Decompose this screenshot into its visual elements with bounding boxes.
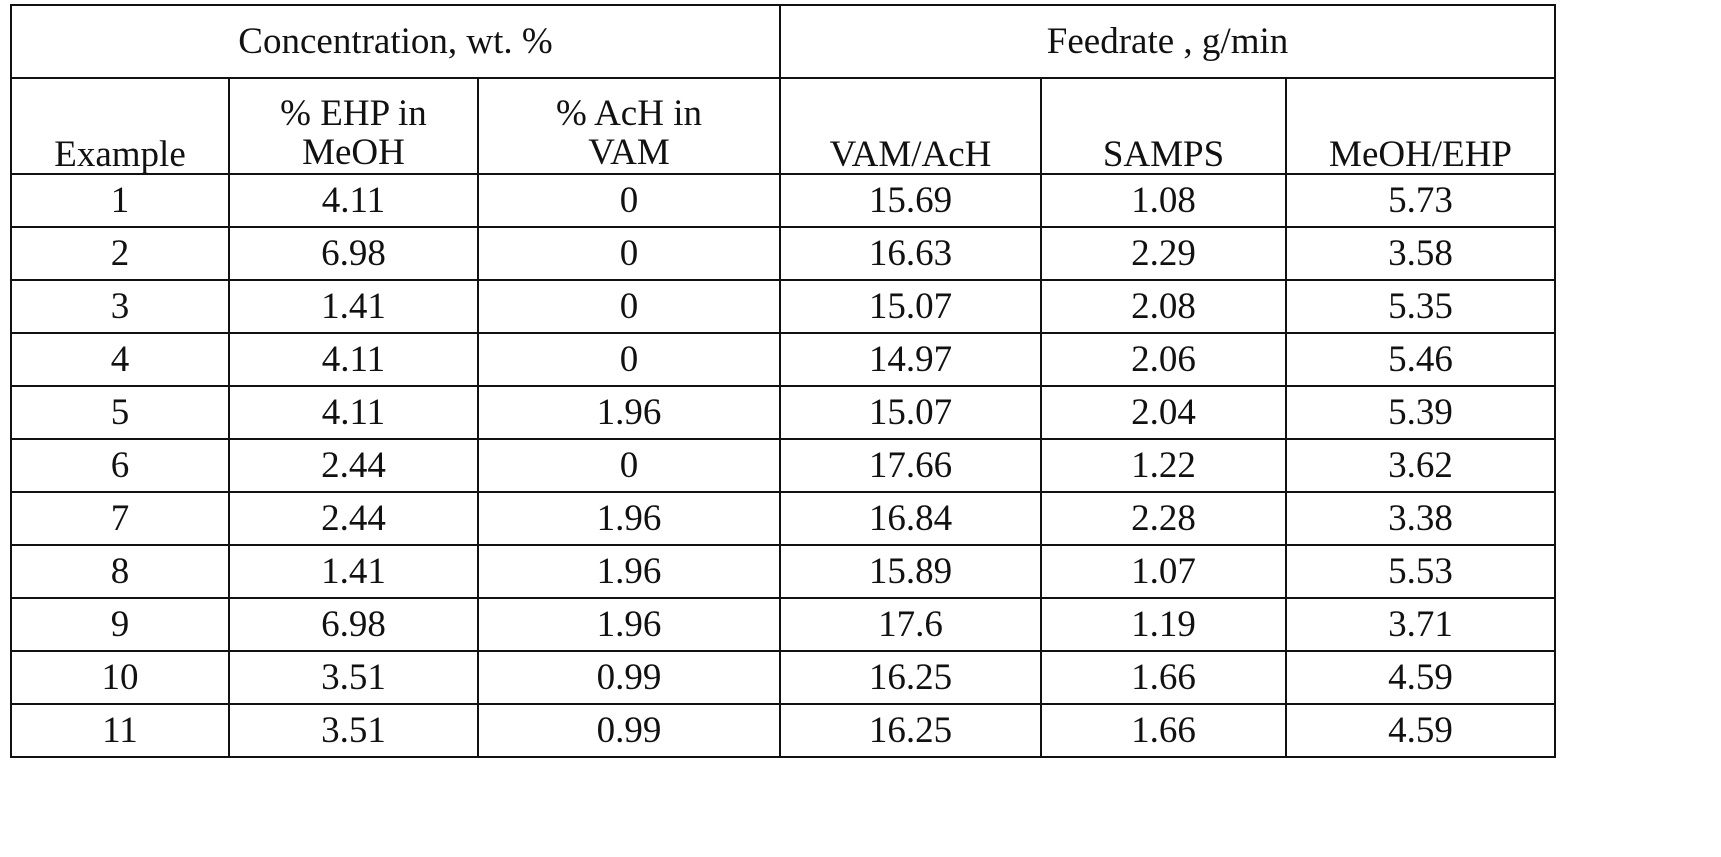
- ehp-cell: 2.44: [229, 439, 478, 492]
- samps-cell: 1.66: [1041, 651, 1286, 704]
- ehp-cell: 6.98: [229, 598, 478, 651]
- table-row: 62.44017.661.223.62: [11, 439, 1555, 492]
- samps-cell: 2.08: [1041, 280, 1286, 333]
- example-cell: 4: [11, 333, 229, 386]
- table-row: 96.981.9617.61.193.71: [11, 598, 1555, 651]
- vam-ach-cell: 15.69: [780, 174, 1041, 227]
- vam-ach-cell: 16.25: [780, 704, 1041, 757]
- meoh-ehp-column-header: MeOH/EHP: [1286, 78, 1555, 174]
- example-cell: 11: [11, 704, 229, 757]
- samps-cell: 1.22: [1041, 439, 1286, 492]
- example-cell: 6: [11, 439, 229, 492]
- meoh-ehp-cell: 5.39: [1286, 386, 1555, 439]
- table-row: 14.11015.691.085.73: [11, 174, 1555, 227]
- ehp-cell: 4.11: [229, 174, 478, 227]
- vam-ach-cell: 16.84: [780, 492, 1041, 545]
- ach-cell: 0.99: [478, 651, 780, 704]
- meoh-ehp-cell: 3.58: [1286, 227, 1555, 280]
- meoh-ehp-cell: 5.35: [1286, 280, 1555, 333]
- example-cell: 3: [11, 280, 229, 333]
- concentration-group-header: Concentration, wt. %: [11, 5, 780, 78]
- ach-header-line2: VAM: [479, 134, 779, 173]
- group-header-row: Concentration, wt. % Feedrate , g/min: [11, 5, 1555, 78]
- data-table: Concentration, wt. % Feedrate , g/min Ex…: [10, 4, 1556, 758]
- samps-column-header: SAMPS: [1041, 78, 1286, 174]
- meoh-ehp-cell: 3.38: [1286, 492, 1555, 545]
- example-cell: 2: [11, 227, 229, 280]
- samps-cell: 2.06: [1041, 333, 1286, 386]
- ach-cell: 0: [478, 280, 780, 333]
- vam-ach-cell: 16.63: [780, 227, 1041, 280]
- meoh-ehp-cell: 3.62: [1286, 439, 1555, 492]
- ehp-cell: 3.51: [229, 651, 478, 704]
- example-cell: 9: [11, 598, 229, 651]
- samps-cell: 1.66: [1041, 704, 1286, 757]
- samps-cell: 1.08: [1041, 174, 1286, 227]
- meoh-ehp-cell: 4.59: [1286, 651, 1555, 704]
- table-row: 26.98016.632.293.58: [11, 227, 1555, 280]
- table-row: 31.41015.072.085.35: [11, 280, 1555, 333]
- table-body: 14.11015.691.085.7326.98016.632.293.5831…: [11, 174, 1555, 757]
- table-row: 44.11014.972.065.46: [11, 333, 1555, 386]
- example-cell: 1: [11, 174, 229, 227]
- vam-ach-cell: 17.6: [780, 598, 1041, 651]
- ehp-cell: 1.41: [229, 280, 478, 333]
- ehp-header-line2: MeOH: [230, 134, 477, 173]
- meoh-ehp-cell: 4.59: [1286, 704, 1555, 757]
- samps-cell: 2.28: [1041, 492, 1286, 545]
- samps-cell: 1.07: [1041, 545, 1286, 598]
- table-container: Concentration, wt. % Feedrate , g/min Ex…: [10, 4, 1556, 758]
- ach-cell: 0: [478, 174, 780, 227]
- samps-cell: 2.29: [1041, 227, 1286, 280]
- table-row: 103.510.9916.251.664.59: [11, 651, 1555, 704]
- meoh-ehp-cell: 5.46: [1286, 333, 1555, 386]
- ehp-cell: 1.41: [229, 545, 478, 598]
- example-cell: 5: [11, 386, 229, 439]
- ach-cell: 1.96: [478, 492, 780, 545]
- vam-ach-cell: 16.25: [780, 651, 1041, 704]
- column-header-row: Example % EHP in MeOH % AcH in VAM VAM/A…: [11, 78, 1555, 174]
- ach-column-header: % AcH in VAM: [478, 78, 780, 174]
- ach-cell: 0: [478, 227, 780, 280]
- table-row: 81.411.9615.891.075.53: [11, 545, 1555, 598]
- ach-cell: 0.99: [478, 704, 780, 757]
- vam-ach-cell: 14.97: [780, 333, 1041, 386]
- meoh-ehp-cell: 3.71: [1286, 598, 1555, 651]
- meoh-ehp-cell: 5.53: [1286, 545, 1555, 598]
- ach-cell: 1.96: [478, 598, 780, 651]
- table-row: 113.510.9916.251.664.59: [11, 704, 1555, 757]
- example-cell: 10: [11, 651, 229, 704]
- example-cell: 8: [11, 545, 229, 598]
- vam-ach-cell: 17.66: [780, 439, 1041, 492]
- ach-cell: 0: [478, 439, 780, 492]
- feedrate-group-header: Feedrate , g/min: [780, 5, 1555, 78]
- ehp-cell: 2.44: [229, 492, 478, 545]
- vam-ach-cell: 15.07: [780, 280, 1041, 333]
- meoh-ehp-cell: 5.73: [1286, 174, 1555, 227]
- ach-cell: 0: [478, 333, 780, 386]
- ach-cell: 1.96: [478, 386, 780, 439]
- samps-cell: 1.19: [1041, 598, 1286, 651]
- vam-ach-cell: 15.07: [780, 386, 1041, 439]
- table-row: 54.111.9615.072.045.39: [11, 386, 1555, 439]
- table-row: 72.441.9616.842.283.38: [11, 492, 1555, 545]
- example-column-header: Example: [11, 78, 229, 174]
- ach-cell: 1.96: [478, 545, 780, 598]
- vam-ach-column-header: VAM/AcH: [780, 78, 1041, 174]
- ehp-cell: 4.11: [229, 333, 478, 386]
- samps-cell: 2.04: [1041, 386, 1286, 439]
- ach-header-line1: % AcH in: [479, 95, 779, 134]
- ehp-header-line1: % EHP in: [230, 95, 477, 134]
- ehp-cell: 4.11: [229, 386, 478, 439]
- ehp-cell: 6.98: [229, 227, 478, 280]
- example-cell: 7: [11, 492, 229, 545]
- vam-ach-cell: 15.89: [780, 545, 1041, 598]
- ehp-cell: 3.51: [229, 704, 478, 757]
- ehp-column-header: % EHP in MeOH: [229, 78, 478, 174]
